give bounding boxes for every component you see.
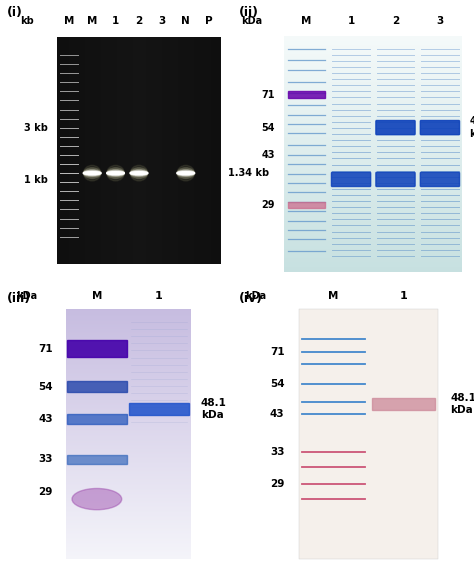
Text: 3 kb: 3 kb [24, 123, 48, 133]
Text: 33: 33 [38, 454, 53, 464]
Text: 3: 3 [159, 16, 166, 25]
Text: M: M [64, 16, 74, 25]
Text: 48.1
kDa: 48.1 kDa [469, 116, 474, 139]
Ellipse shape [177, 170, 194, 177]
Ellipse shape [130, 172, 148, 174]
Text: M: M [301, 16, 312, 25]
Text: 54: 54 [38, 382, 53, 392]
Ellipse shape [83, 171, 101, 175]
Text: 29: 29 [270, 479, 284, 489]
FancyBboxPatch shape [331, 173, 371, 186]
Text: 43: 43 [270, 409, 284, 419]
Text: P: P [205, 16, 213, 25]
Bar [129, 403, 189, 416]
FancyBboxPatch shape [299, 309, 438, 559]
Bar [67, 381, 127, 393]
Text: 48.1
kDa: 48.1 kDa [450, 393, 474, 415]
Ellipse shape [107, 170, 124, 177]
Ellipse shape [107, 172, 124, 174]
Bar [67, 455, 127, 464]
Text: 33: 33 [270, 446, 284, 457]
Text: 54: 54 [262, 123, 275, 133]
Text: M: M [91, 291, 102, 301]
Text: 48.1
kDa: 48.1 kDa [201, 398, 227, 420]
Text: kDa: kDa [241, 16, 262, 25]
Ellipse shape [177, 171, 194, 175]
Text: 2: 2 [392, 16, 399, 25]
Ellipse shape [130, 168, 148, 178]
Text: 43: 43 [262, 150, 275, 160]
FancyBboxPatch shape [420, 120, 459, 135]
Ellipse shape [177, 168, 194, 178]
Ellipse shape [130, 170, 148, 177]
Text: M: M [328, 291, 339, 301]
Ellipse shape [83, 166, 101, 181]
Text: 1.34 kb: 1.34 kb [228, 168, 269, 178]
Text: 29: 29 [38, 486, 53, 497]
Ellipse shape [177, 172, 194, 174]
FancyBboxPatch shape [376, 173, 415, 186]
FancyBboxPatch shape [420, 173, 459, 186]
Text: 29: 29 [262, 200, 275, 210]
Bar [67, 414, 127, 424]
Text: 54: 54 [270, 379, 284, 389]
Text: 1: 1 [347, 16, 355, 25]
Text: 3: 3 [436, 16, 444, 25]
Text: 1: 1 [112, 16, 119, 25]
Text: M: M [87, 16, 97, 25]
Ellipse shape [83, 170, 101, 177]
Text: (iv): (iv) [239, 292, 264, 305]
Text: 43: 43 [38, 414, 53, 424]
Text: 1: 1 [155, 291, 163, 301]
FancyBboxPatch shape [376, 120, 415, 135]
Bar [67, 340, 127, 357]
Ellipse shape [83, 168, 101, 178]
Ellipse shape [72, 489, 122, 510]
Text: N: N [182, 16, 190, 25]
Text: 1 kb: 1 kb [24, 175, 48, 185]
Text: 71: 71 [38, 345, 53, 354]
Text: 2: 2 [136, 16, 143, 25]
Bar [372, 398, 435, 411]
Text: kDa: kDa [246, 291, 266, 301]
Ellipse shape [107, 166, 124, 181]
Ellipse shape [177, 166, 194, 181]
Text: (i): (i) [7, 6, 23, 19]
Text: kDa: kDa [16, 291, 37, 301]
Text: (ii): (ii) [239, 6, 259, 19]
Ellipse shape [130, 166, 148, 181]
Text: 1: 1 [400, 291, 407, 301]
Ellipse shape [107, 168, 124, 178]
Text: 71: 71 [270, 347, 284, 357]
Bar [288, 91, 325, 98]
Bar [288, 203, 325, 208]
Text: (iii): (iii) [7, 292, 31, 305]
Text: kb: kb [20, 16, 35, 25]
Text: 71: 71 [262, 90, 275, 100]
Ellipse shape [130, 171, 148, 175]
Ellipse shape [107, 171, 124, 175]
Ellipse shape [83, 172, 101, 174]
